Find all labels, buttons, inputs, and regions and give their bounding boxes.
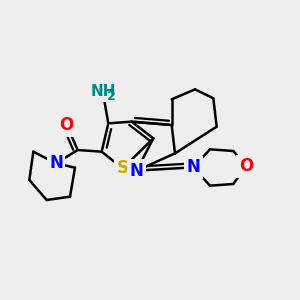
Text: O: O xyxy=(239,157,253,175)
Text: O: O xyxy=(59,116,74,134)
Text: N: N xyxy=(49,154,63,172)
Text: N: N xyxy=(130,162,144,180)
Text: S: S xyxy=(117,159,129,177)
Text: NH: NH xyxy=(91,85,116,100)
Text: 2: 2 xyxy=(107,91,116,103)
Text: N: N xyxy=(186,158,200,176)
